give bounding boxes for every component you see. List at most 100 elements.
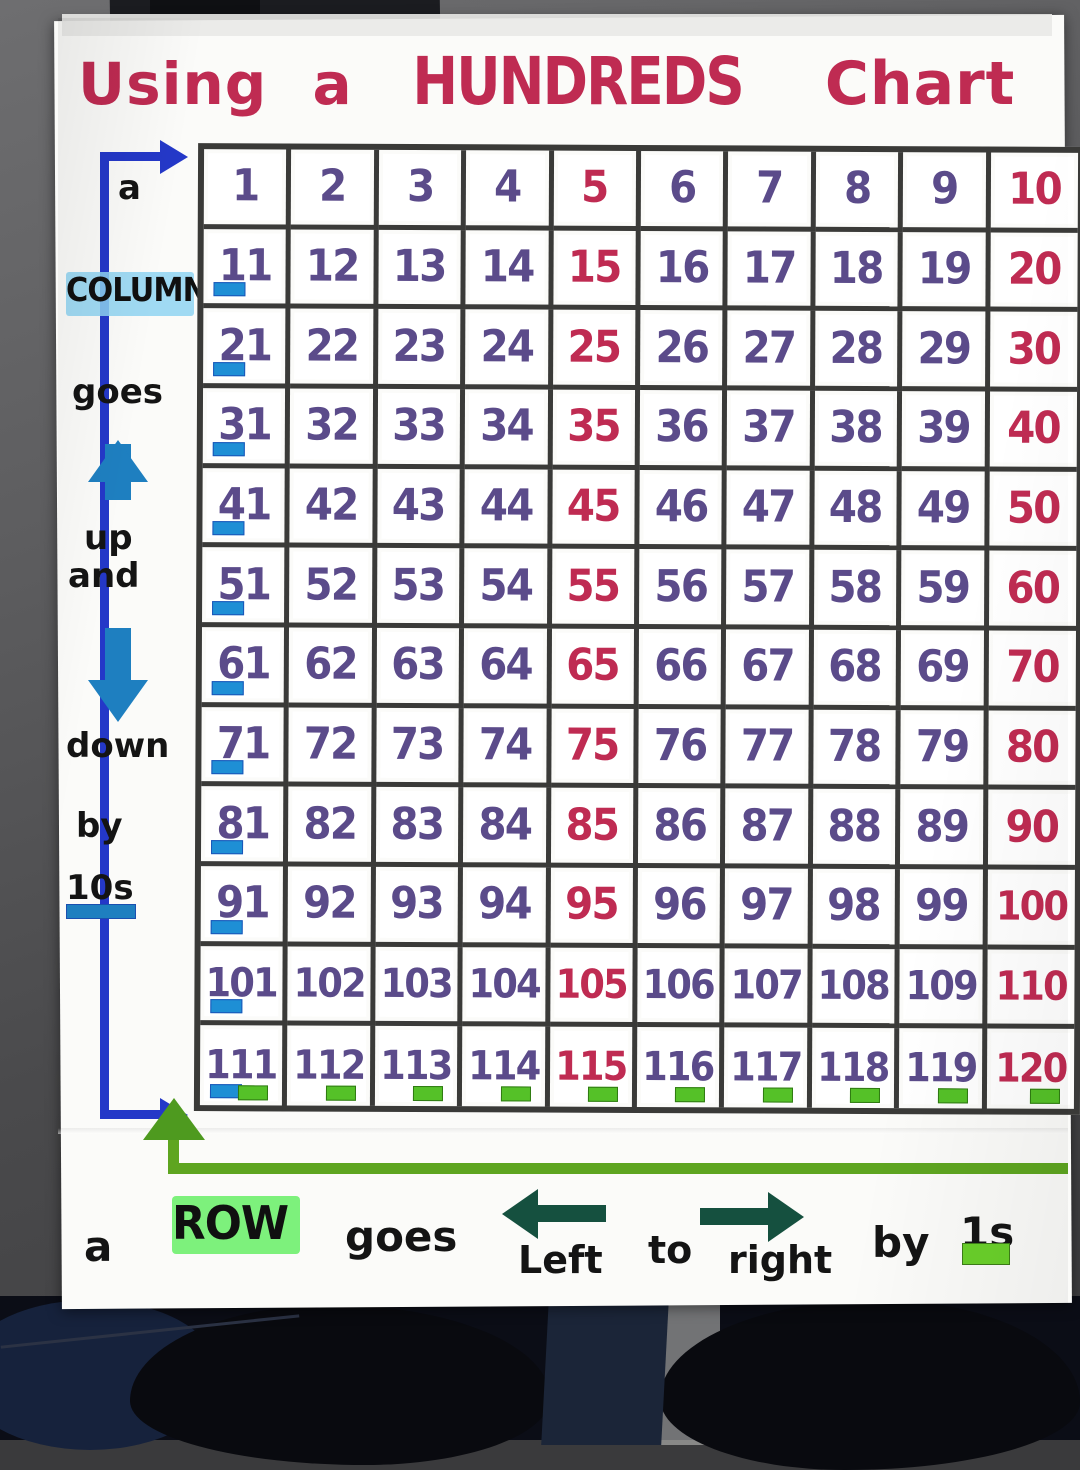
grid-cell[interactable]: 4: [465, 150, 554, 231]
grid-cell[interactable]: 26: [640, 310, 728, 391]
grid-cell[interactable]: 78: [813, 709, 901, 790]
grid-cell[interactable]: 18: [815, 231, 903, 312]
grid-cell[interactable]: 55: [551, 548, 640, 629]
grid-cell[interactable]: 108: [812, 948, 900, 1029]
grid-cell[interactable]: 103: [375, 946, 463, 1027]
grid-cell[interactable]: 44: [464, 468, 553, 549]
grid-cell[interactable]: 81: [200, 786, 289, 867]
grid-cell[interactable]: 51: [202, 547, 290, 628]
grid-cell[interactable]: 14: [465, 229, 554, 310]
grid-cell[interactable]: 70: [988, 630, 1076, 711]
grid-cell[interactable]: 2: [291, 149, 379, 230]
grid-cell[interactable]: 116: [636, 1027, 725, 1108]
grid-cell[interactable]: 39: [901, 391, 990, 472]
grid-cell[interactable]: 38: [814, 390, 903, 471]
grid-cell[interactable]: 114: [462, 1026, 550, 1107]
grid-cell[interactable]: 115: [549, 1026, 638, 1107]
grid-cell[interactable]: 98: [812, 868, 901, 949]
grid-cell[interactable]: 60: [988, 550, 1077, 631]
grid-cell[interactable]: 13: [378, 229, 466, 310]
grid-cell[interactable]: 34: [464, 389, 553, 470]
grid-cell[interactable]: 93: [375, 866, 464, 947]
hundreds-chart-grid[interactable]: 1 2 3 4 5 6 7 8 9 10 11 12 13 14 15 16 17 18 19 20 21 22 23 24 2…: [193, 143, 1080, 1115]
grid-cell[interactable]: 106: [637, 947, 725, 1028]
grid-cell[interactable]: 66: [638, 628, 727, 710]
grid-cell[interactable]: 90: [987, 789, 1076, 870]
grid-cell[interactable]: 87: [725, 788, 814, 869]
grid-cell[interactable]: 57: [726, 549, 815, 630]
grid-cell[interactable]: 94: [462, 867, 551, 948]
grid-cell[interactable]: 54: [464, 548, 552, 629]
grid-cell[interactable]: 20: [989, 232, 1078, 313]
grid-cell[interactable]: 111: [199, 1025, 288, 1106]
grid-cell[interactable]: 25: [552, 309, 641, 390]
grid-cell[interactable]: 19: [902, 231, 991, 312]
grid-cell[interactable]: 112: [287, 1025, 376, 1106]
grid-cell[interactable]: 109: [899, 948, 988, 1029]
grid-cell[interactable]: 84: [463, 787, 551, 868]
grid-cell[interactable]: 65: [551, 628, 640, 709]
grid-cell[interactable]: 16: [640, 230, 729, 311]
grid-cell[interactable]: 62: [289, 627, 377, 708]
grid-cell[interactable]: 30: [989, 311, 1078, 392]
grid-cell[interactable]: 80: [987, 710, 1076, 791]
grid-cell[interactable]: 102: [287, 946, 376, 1027]
grid-cell[interactable]: 95: [550, 867, 638, 948]
grid-cell[interactable]: 96: [637, 867, 726, 949]
grid-cell[interactable]: 117: [724, 1027, 813, 1108]
grid-cell[interactable]: 43: [377, 468, 465, 549]
grid-cell[interactable]: 5: [553, 150, 642, 231]
grid-cell[interactable]: 49: [901, 470, 990, 551]
grid-cell[interactable]: 48: [814, 470, 902, 551]
grid-cell[interactable]: 101: [200, 945, 289, 1026]
grid-cell[interactable]: 35: [552, 389, 641, 470]
grid-cell[interactable]: 97: [724, 868, 813, 949]
grid-cell[interactable]: 46: [639, 469, 728, 550]
grid-cell[interactable]: 92: [288, 866, 376, 947]
grid-cell[interactable]: 50: [988, 471, 1077, 552]
grid-cell[interactable]: 89: [900, 789, 988, 870]
grid-cell[interactable]: 23: [377, 309, 466, 390]
grid-cell[interactable]: 120: [987, 1029, 1075, 1109]
grid-cell[interactable]: 45: [551, 469, 640, 550]
grid-cell[interactable]: 32: [290, 388, 378, 469]
grid-cell[interactable]: 110: [986, 949, 1075, 1030]
grid-cell[interactable]: 8: [815, 151, 904, 232]
grid-cell[interactable]: 64: [463, 628, 552, 709]
grid-cell[interactable]: 79: [900, 709, 989, 790]
grid-cell[interactable]: 113: [374, 1026, 463, 1107]
grid-cell[interactable]: 10: [990, 152, 1079, 233]
grid-cell[interactable]: 83: [375, 787, 464, 868]
grid-cell[interactable]: 56: [639, 549, 727, 630]
grid-cell[interactable]: 69: [900, 630, 989, 711]
grid-cell[interactable]: 31: [202, 388, 291, 469]
grid-cell[interactable]: 47: [726, 470, 815, 551]
grid-cell[interactable]: 107: [724, 948, 813, 1029]
grid-cell[interactable]: 11: [203, 228, 292, 309]
grid-cell[interactable]: 52: [289, 547, 378, 628]
grid-cell[interactable]: 33: [377, 388, 466, 469]
grid-cell[interactable]: 1: [203, 149, 292, 230]
grid-cell[interactable]: 91: [200, 866, 289, 947]
grid-cell[interactable]: 99: [899, 869, 988, 950]
grid-cell[interactable]: 6: [640, 151, 729, 232]
grid-cell[interactable]: 28: [814, 311, 903, 392]
grid-cell[interactable]: 82: [288, 786, 377, 867]
grid-cell[interactable]: 119: [899, 1028, 987, 1109]
grid-cell[interactable]: 7: [728, 151, 816, 232]
grid-cell[interactable]: 105: [549, 947, 638, 1028]
grid-cell[interactable]: 12: [290, 229, 379, 310]
grid-cell[interactable]: 24: [465, 309, 553, 390]
grid-cell[interactable]: 104: [462, 946, 551, 1027]
grid-cell[interactable]: 3: [378, 149, 467, 230]
grid-cell[interactable]: 86: [637, 788, 726, 869]
grid-cell[interactable]: 36: [639, 389, 728, 471]
grid-cell[interactable]: 67: [726, 629, 814, 710]
grid-cell[interactable]: 58: [813, 550, 902, 631]
grid-cell[interactable]: 88: [812, 789, 901, 870]
grid-cell[interactable]: 42: [289, 468, 378, 549]
grid-cell[interactable]: 37: [727, 390, 815, 471]
grid-cell[interactable]: 75: [550, 708, 639, 789]
grid-cell[interactable]: 71: [201, 706, 290, 787]
grid-cell[interactable]: 85: [550, 787, 639, 868]
